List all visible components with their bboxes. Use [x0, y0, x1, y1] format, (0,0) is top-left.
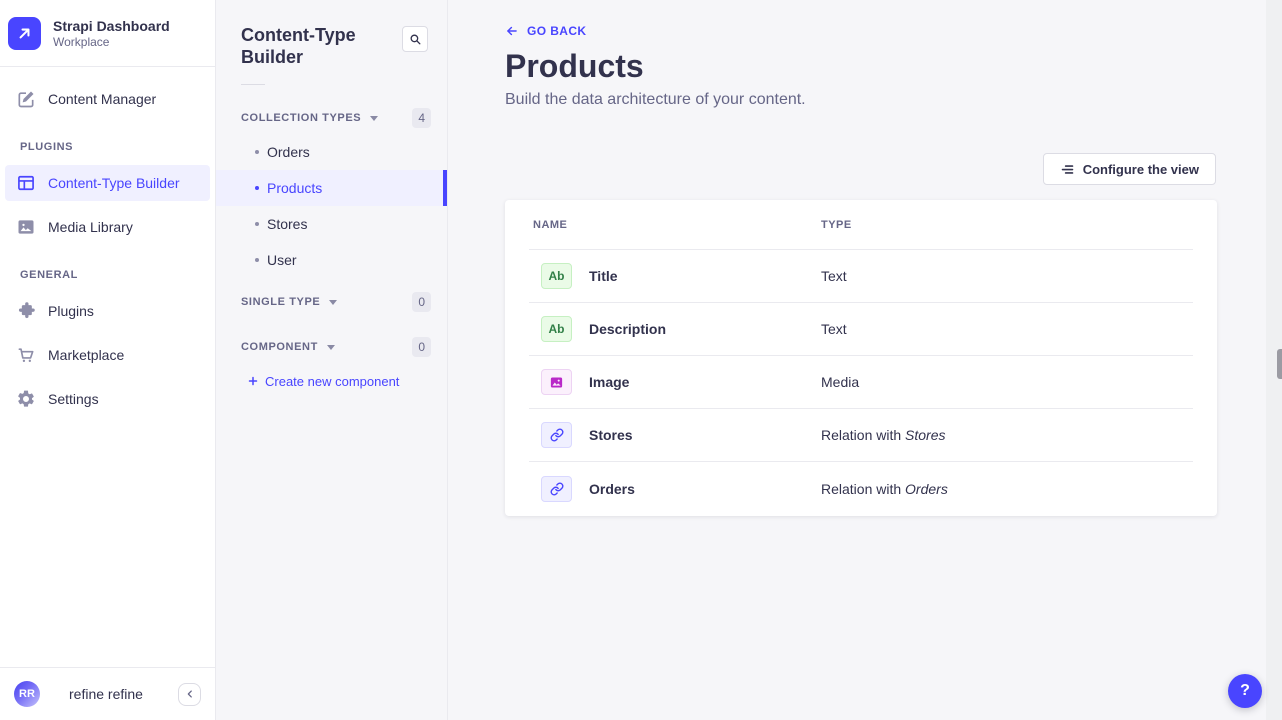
- arrow-left-icon: [505, 24, 519, 38]
- column-header-type: TYPE: [821, 218, 852, 231]
- field-name: Stores: [589, 427, 633, 443]
- configure-view-button[interactable]: Configure the view: [1042, 153, 1216, 185]
- media-field-icon: [541, 369, 572, 395]
- table-row[interactable]: Image Media: [529, 356, 1193, 409]
- sidebar-item-content-manager[interactable]: Content Manager: [5, 81, 210, 117]
- brand-name: Strapi Dashboard: [53, 17, 170, 34]
- field-type: Media: [821, 374, 860, 390]
- user-name: refine refine: [69, 686, 143, 702]
- count-badge: 0: [412, 337, 431, 357]
- field-name: Title: [589, 268, 618, 284]
- workspace-name: Workplace: [53, 34, 110, 49]
- table-row[interactable]: Ab Title Text: [529, 250, 1193, 303]
- cart-icon: [16, 345, 36, 365]
- column-header-name: NAME: [533, 218, 568, 231]
- sidebar-section-general: GENERAL: [20, 269, 78, 281]
- divider: [241, 84, 265, 85]
- scrollbar-thumb[interactable]: [1277, 349, 1282, 379]
- subnav-title: Content-Type Builder: [241, 25, 356, 67]
- collection-type-orders[interactable]: Orders: [216, 134, 447, 170]
- count-badge: 0: [412, 292, 431, 312]
- puzzle-icon: [16, 301, 36, 321]
- text-field-icon: Ab: [541, 316, 572, 342]
- user-avatar[interactable]: RR: [14, 681, 40, 707]
- sidebar-item-marketplace[interactable]: Marketplace: [5, 337, 210, 373]
- main-content: GO BACK Products Build the data architec…: [449, 0, 1282, 720]
- page-title: Products: [505, 48, 644, 84]
- sidebar-section-plugins: PLUGINS: [20, 141, 74, 153]
- sidebar-item-label: Content-Type Builder: [48, 175, 180, 191]
- relation-field-icon: [541, 422, 572, 448]
- sidebar-item-label: Plugins: [48, 303, 94, 319]
- group-label: COMPONENT: [241, 341, 318, 353]
- field-type: Relation with Stores: [821, 427, 946, 443]
- field-type: Text: [821, 321, 847, 337]
- create-new-component-link[interactable]: Create new component: [216, 371, 447, 391]
- collection-type-label: Products: [267, 180, 323, 196]
- search-button[interactable]: [402, 26, 428, 52]
- group-header-single-type[interactable]: SINGLE TYPE 0: [216, 292, 447, 312]
- picture-icon: [16, 217, 36, 237]
- bullet-icon: [255, 150, 259, 154]
- collection-type-label: Stores: [267, 216, 308, 232]
- collection-type-user[interactable]: User: [216, 242, 447, 278]
- pen-square-icon: [16, 89, 36, 109]
- collection-type-products[interactable]: Products: [216, 170, 447, 206]
- field-type: Text: [821, 268, 847, 284]
- chevron-down-icon: [370, 115, 379, 121]
- content-type-builder-subnav: Content-Type Builder COLLECTION TYPES 4 …: [216, 0, 448, 720]
- gear-icon: [16, 389, 36, 409]
- table-row[interactable]: Orders Relation with Orders: [529, 462, 1193, 515]
- bullet-icon: [255, 186, 259, 190]
- search-icon: [409, 33, 422, 46]
- sidebar-item-label: Settings: [48, 391, 99, 407]
- group-label: COLLECTION TYPES: [241, 112, 362, 124]
- group-header-component[interactable]: COMPONENT 0: [216, 337, 447, 357]
- sidebar-item-label: Media Library: [48, 219, 133, 235]
- main-sidebar: Strapi Dashboard Workplace Content Manag…: [0, 0, 216, 720]
- go-back-label: GO BACK: [527, 24, 587, 38]
- collection-type-label: User: [267, 252, 297, 268]
- create-new-component-label: Create new component: [265, 373, 400, 389]
- bullet-icon: [255, 222, 259, 226]
- plus-icon: [247, 375, 259, 387]
- go-back-link[interactable]: GO BACK: [505, 24, 586, 38]
- workspace-brand[interactable]: Strapi Dashboard Workplace: [0, 0, 215, 67]
- sidebar-item-settings[interactable]: Settings: [5, 381, 210, 417]
- field-type: Relation with Orders: [821, 480, 948, 497]
- sidebar-item-plugins[interactable]: Plugins: [5, 293, 210, 329]
- sidebar-item-media-library[interactable]: Media Library: [5, 209, 210, 245]
- collection-type-label: Orders: [267, 144, 310, 160]
- table-row[interactable]: Ab Description Text: [529, 303, 1193, 356]
- chevron-down-icon: [326, 344, 335, 350]
- field-name: Description: [589, 321, 667, 337]
- field-name: Image: [589, 374, 630, 390]
- table-row[interactable]: Stores Relation with Stores: [529, 409, 1193, 462]
- collapse-sidebar-button[interactable]: [178, 682, 201, 706]
- table-header: NAME TYPE: [529, 200, 1193, 250]
- sidebar-item-label: Content Manager: [48, 91, 157, 107]
- page-subtitle: Build the data architecture of your cont…: [505, 91, 806, 108]
- layout-icon: [16, 173, 36, 193]
- group-header-collection-types[interactable]: COLLECTION TYPES 4: [216, 108, 447, 128]
- field-name: Orders: [589, 480, 635, 497]
- sidebar-item-content-type-builder[interactable]: Content-Type Builder: [5, 165, 210, 201]
- count-badge: 4: [412, 108, 431, 128]
- group-label: SINGLE TYPE: [241, 296, 321, 308]
- configure-view-label: Configure the view: [1082, 161, 1199, 177]
- configure-lines-icon: [1060, 162, 1075, 177]
- scrollbar-track[interactable]: [1266, 0, 1282, 720]
- bullet-icon: [255, 258, 259, 262]
- relation-field-icon: [541, 475, 572, 502]
- fields-table-card: NAME TYPE Ab Title Text Ab Description T…: [505, 200, 1217, 516]
- chevron-down-icon: [329, 299, 338, 305]
- text-field-icon: Ab: [541, 263, 572, 289]
- sidebar-item-label: Marketplace: [48, 347, 125, 363]
- chevron-left-icon: [185, 689, 195, 699]
- collection-type-stores[interactable]: Stores: [216, 206, 447, 242]
- app-logo-icon: [8, 17, 41, 50]
- help-button[interactable]: ?: [1228, 674, 1262, 708]
